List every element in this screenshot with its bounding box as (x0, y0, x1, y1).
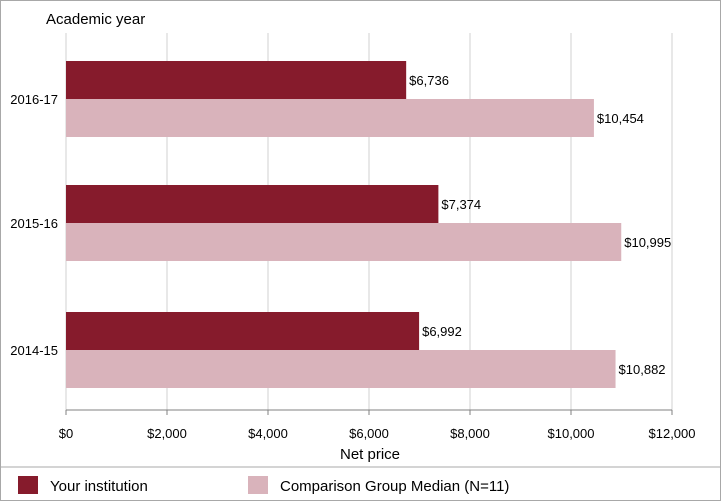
legend-label: Your institution (50, 478, 148, 495)
data-label: $6,736 (409, 73, 449, 88)
category-label: 2015-16 (10, 216, 58, 231)
category-labels: 2016-17 2015-16 2014-15 (10, 92, 58, 358)
data-labels: $6,736 $10,454 $7,374 $10,995 $6,992 $10,882 (409, 73, 671, 377)
x-axis-ticks: $0 $2,000 $4,000 $6,000 $8,000 $10,000 $12,000 (59, 410, 696, 441)
x-tick-label: $4,000 (248, 426, 288, 441)
x-tick-label: $2,000 (147, 426, 187, 441)
x-tick-label: $8,000 (450, 426, 490, 441)
data-label: $6,992 (422, 324, 462, 339)
bars (66, 61, 622, 388)
category-label: 2016-17 (10, 92, 58, 107)
x-axis-title: Net price (340, 446, 400, 463)
bar (66, 223, 622, 261)
legend-swatch (248, 476, 268, 494)
x-tick-label: $6,000 (349, 426, 389, 441)
legend: Your institution Comparison Group Median … (18, 476, 509, 495)
bar (66, 99, 594, 137)
x-tick-label: $0 (59, 426, 73, 441)
data-label: $7,374 (441, 197, 481, 212)
legend-swatch (18, 476, 38, 494)
bar (66, 61, 407, 99)
y-axis-title: Academic year (46, 11, 145, 28)
data-label: $10,454 (597, 111, 644, 126)
category-label: 2014-15 (10, 343, 58, 358)
data-label: $10,882 (619, 362, 666, 377)
x-tick-label: $12,000 (649, 426, 696, 441)
x-tick-label: $10,000 (548, 426, 595, 441)
bar (66, 185, 439, 223)
legend-label: Comparison Group Median (N=11) (280, 478, 509, 495)
bar (66, 312, 420, 350)
bar (66, 350, 616, 388)
data-label: $10,995 (624, 235, 671, 250)
